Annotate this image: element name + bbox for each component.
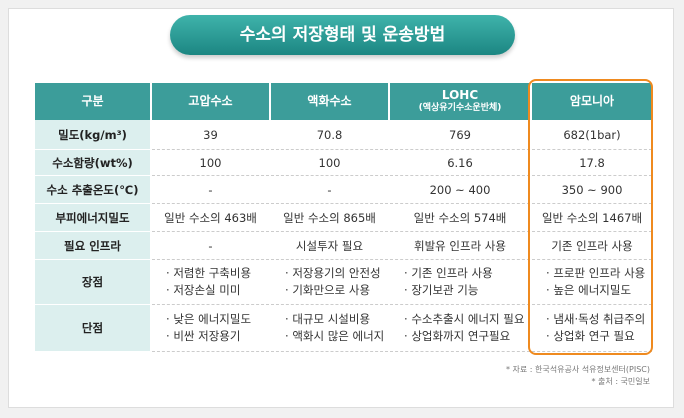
comparison-table: 구분 고압수소 액화수소 LOHC (액상유기수소운반체) 암모니아 밀도(kg/m³) 3… — [33, 83, 654, 352]
list-item: 대규모 시설비용 — [271, 311, 388, 328]
row-label: 수소함량(wt%) — [35, 150, 150, 176]
table-row: 수소함량(wt%) 100 100 6.16 17.8 — [35, 150, 652, 176]
table-cell: 시설투자 필요 — [271, 232, 388, 260]
header-text: LOHC — [441, 88, 479, 103]
header-subtitle: (액상유기수소운반체) — [418, 103, 502, 114]
footer: * 자료 : 한국석유공사 석유정보센터(PISC) * 출처 : 국민일보 — [506, 364, 650, 388]
table-cell: 일반 수소의 463배 — [152, 204, 269, 232]
table-cell: - — [152, 176, 269, 204]
table-cell: 낮은 에너지밀도비싼 저장용기 — [152, 305, 269, 352]
table-cell: 769 — [390, 120, 530, 150]
footnote: * 자료 : 한국석유공사 석유정보센터(PISC) — [506, 365, 650, 374]
table-cell: 대규모 시설비용액화시 많은 에너지 — [271, 305, 388, 352]
row-label: 수소 추출온도(℃) — [35, 176, 150, 204]
list-item: 낮은 에너지밀도 — [152, 311, 269, 328]
list-item: 저장용기의 안전성 — [271, 265, 388, 282]
row-label: 부피에너지밀도 — [35, 204, 150, 232]
row-label: 밀도(kg/m³) — [35, 120, 150, 150]
table-cell: 200 ~ 400 — [390, 176, 530, 204]
table-cell: - — [152, 232, 269, 260]
row-label: 장점 — [35, 260, 150, 305]
table-cell: 17.8 — [532, 150, 652, 176]
table-cell: - — [271, 176, 388, 204]
header-row: 구분 고압수소 액화수소 LOHC (액상유기수소운반체) 암모니아 — [35, 83, 652, 120]
table-body: 밀도(kg/m³) 39 70.8 769 682(1bar) 수소함량(wt%) 100 1… — [35, 120, 652, 352]
table-cell: 100 — [271, 150, 388, 176]
table-cell: 39 — [152, 120, 269, 150]
header-cell: 구분 — [35, 83, 150, 120]
list-item: 상업화까지 연구필요 — [390, 328, 530, 345]
table-row: 단점낮은 에너지밀도비싼 저장용기대규모 시설비용액화시 많은 에너지수소추출시… — [35, 305, 652, 352]
table-row: 부피에너지밀도 일반 수소의 463배 일반 수소의 865배 일반 수소의 574배… — [35, 204, 652, 232]
table-cell: 기존 인프라 사용 — [532, 232, 652, 260]
header-text: 암모니아 — [569, 94, 615, 108]
list-item: 높은 에너지밀도 — [532, 282, 652, 299]
list-item: 저장손실 미미 — [152, 282, 269, 299]
table-cell: 저렴한 구축비용저장손실 미미 — [152, 260, 269, 305]
row-label: 필요 인프라 — [35, 232, 150, 260]
table-cell: 일반 수소의 865배 — [271, 204, 388, 232]
table-cell: 저장용기의 안전성기화만으로 사용 — [271, 260, 388, 305]
list-item: 저렴한 구축비용 — [152, 265, 269, 282]
list-item: 기화만으로 사용 — [271, 282, 388, 299]
list-item: 장기보관 기능 — [390, 282, 530, 299]
table-cell: 70.8 — [271, 120, 388, 150]
table-cell: 수소추출시 에너지 필요상업화까지 연구필요 — [390, 305, 530, 352]
header-text: 액화수소 — [307, 94, 352, 108]
table-cell: 682(1bar) — [532, 120, 652, 150]
list-item: 수소추출시 에너지 필요 — [390, 311, 530, 328]
list-item: 기존 인프라 사용 — [390, 265, 530, 282]
header-cell: 암모니아 — [532, 83, 652, 120]
header-text: 고압수소 — [188, 94, 233, 108]
table-cell: 100 — [152, 150, 269, 176]
header-text: 구분 — [81, 94, 104, 108]
table-row: 필요 인프라 - 시설투자 필요 휘발유 인프라 사용 기존 인프라 사용 — [35, 232, 652, 260]
list-item: 비싼 저장용기 — [152, 328, 269, 345]
footnote: * 출처 : 국민일보 — [591, 377, 650, 386]
table-cell: 350 ~ 900 — [532, 176, 652, 204]
list-item: 액화시 많은 에너지 — [271, 328, 388, 345]
header-cell: LOHC (액상유기수소운반체) — [390, 83, 530, 120]
table-cell: 냄새·독성 취급주의상업화 연구 필요 — [532, 305, 652, 352]
table-cell: 기존 인프라 사용장기보관 기능 — [390, 260, 530, 305]
row-label: 단점 — [35, 305, 150, 352]
table-cell: 일반 수소의 574배 — [390, 204, 530, 232]
list-item: 냄새·독성 취급주의 — [532, 311, 652, 328]
table-cell: 6.16 — [390, 150, 530, 176]
title: 수소의 저장형태 및 운송방법 — [170, 15, 515, 55]
table-row: 밀도(kg/m³) 39 70.8 769 682(1bar) — [35, 120, 652, 150]
table-cell: 프로판 인프라 사용높은 에너지밀도 — [532, 260, 652, 305]
table-cell: 휘발유 인프라 사용 — [390, 232, 530, 260]
list-item: 상업화 연구 필요 — [532, 328, 652, 345]
header-cell: 액화수소 — [271, 83, 388, 120]
list-item: 프로판 인프라 사용 — [532, 265, 652, 282]
header-cell: 고압수소 — [152, 83, 269, 120]
table-cell: 일반 수소의 1467배 — [532, 204, 652, 232]
table-row: 수소 추출온도(℃) - -200 ~ 400 350 ~ 900 — [35, 176, 652, 204]
